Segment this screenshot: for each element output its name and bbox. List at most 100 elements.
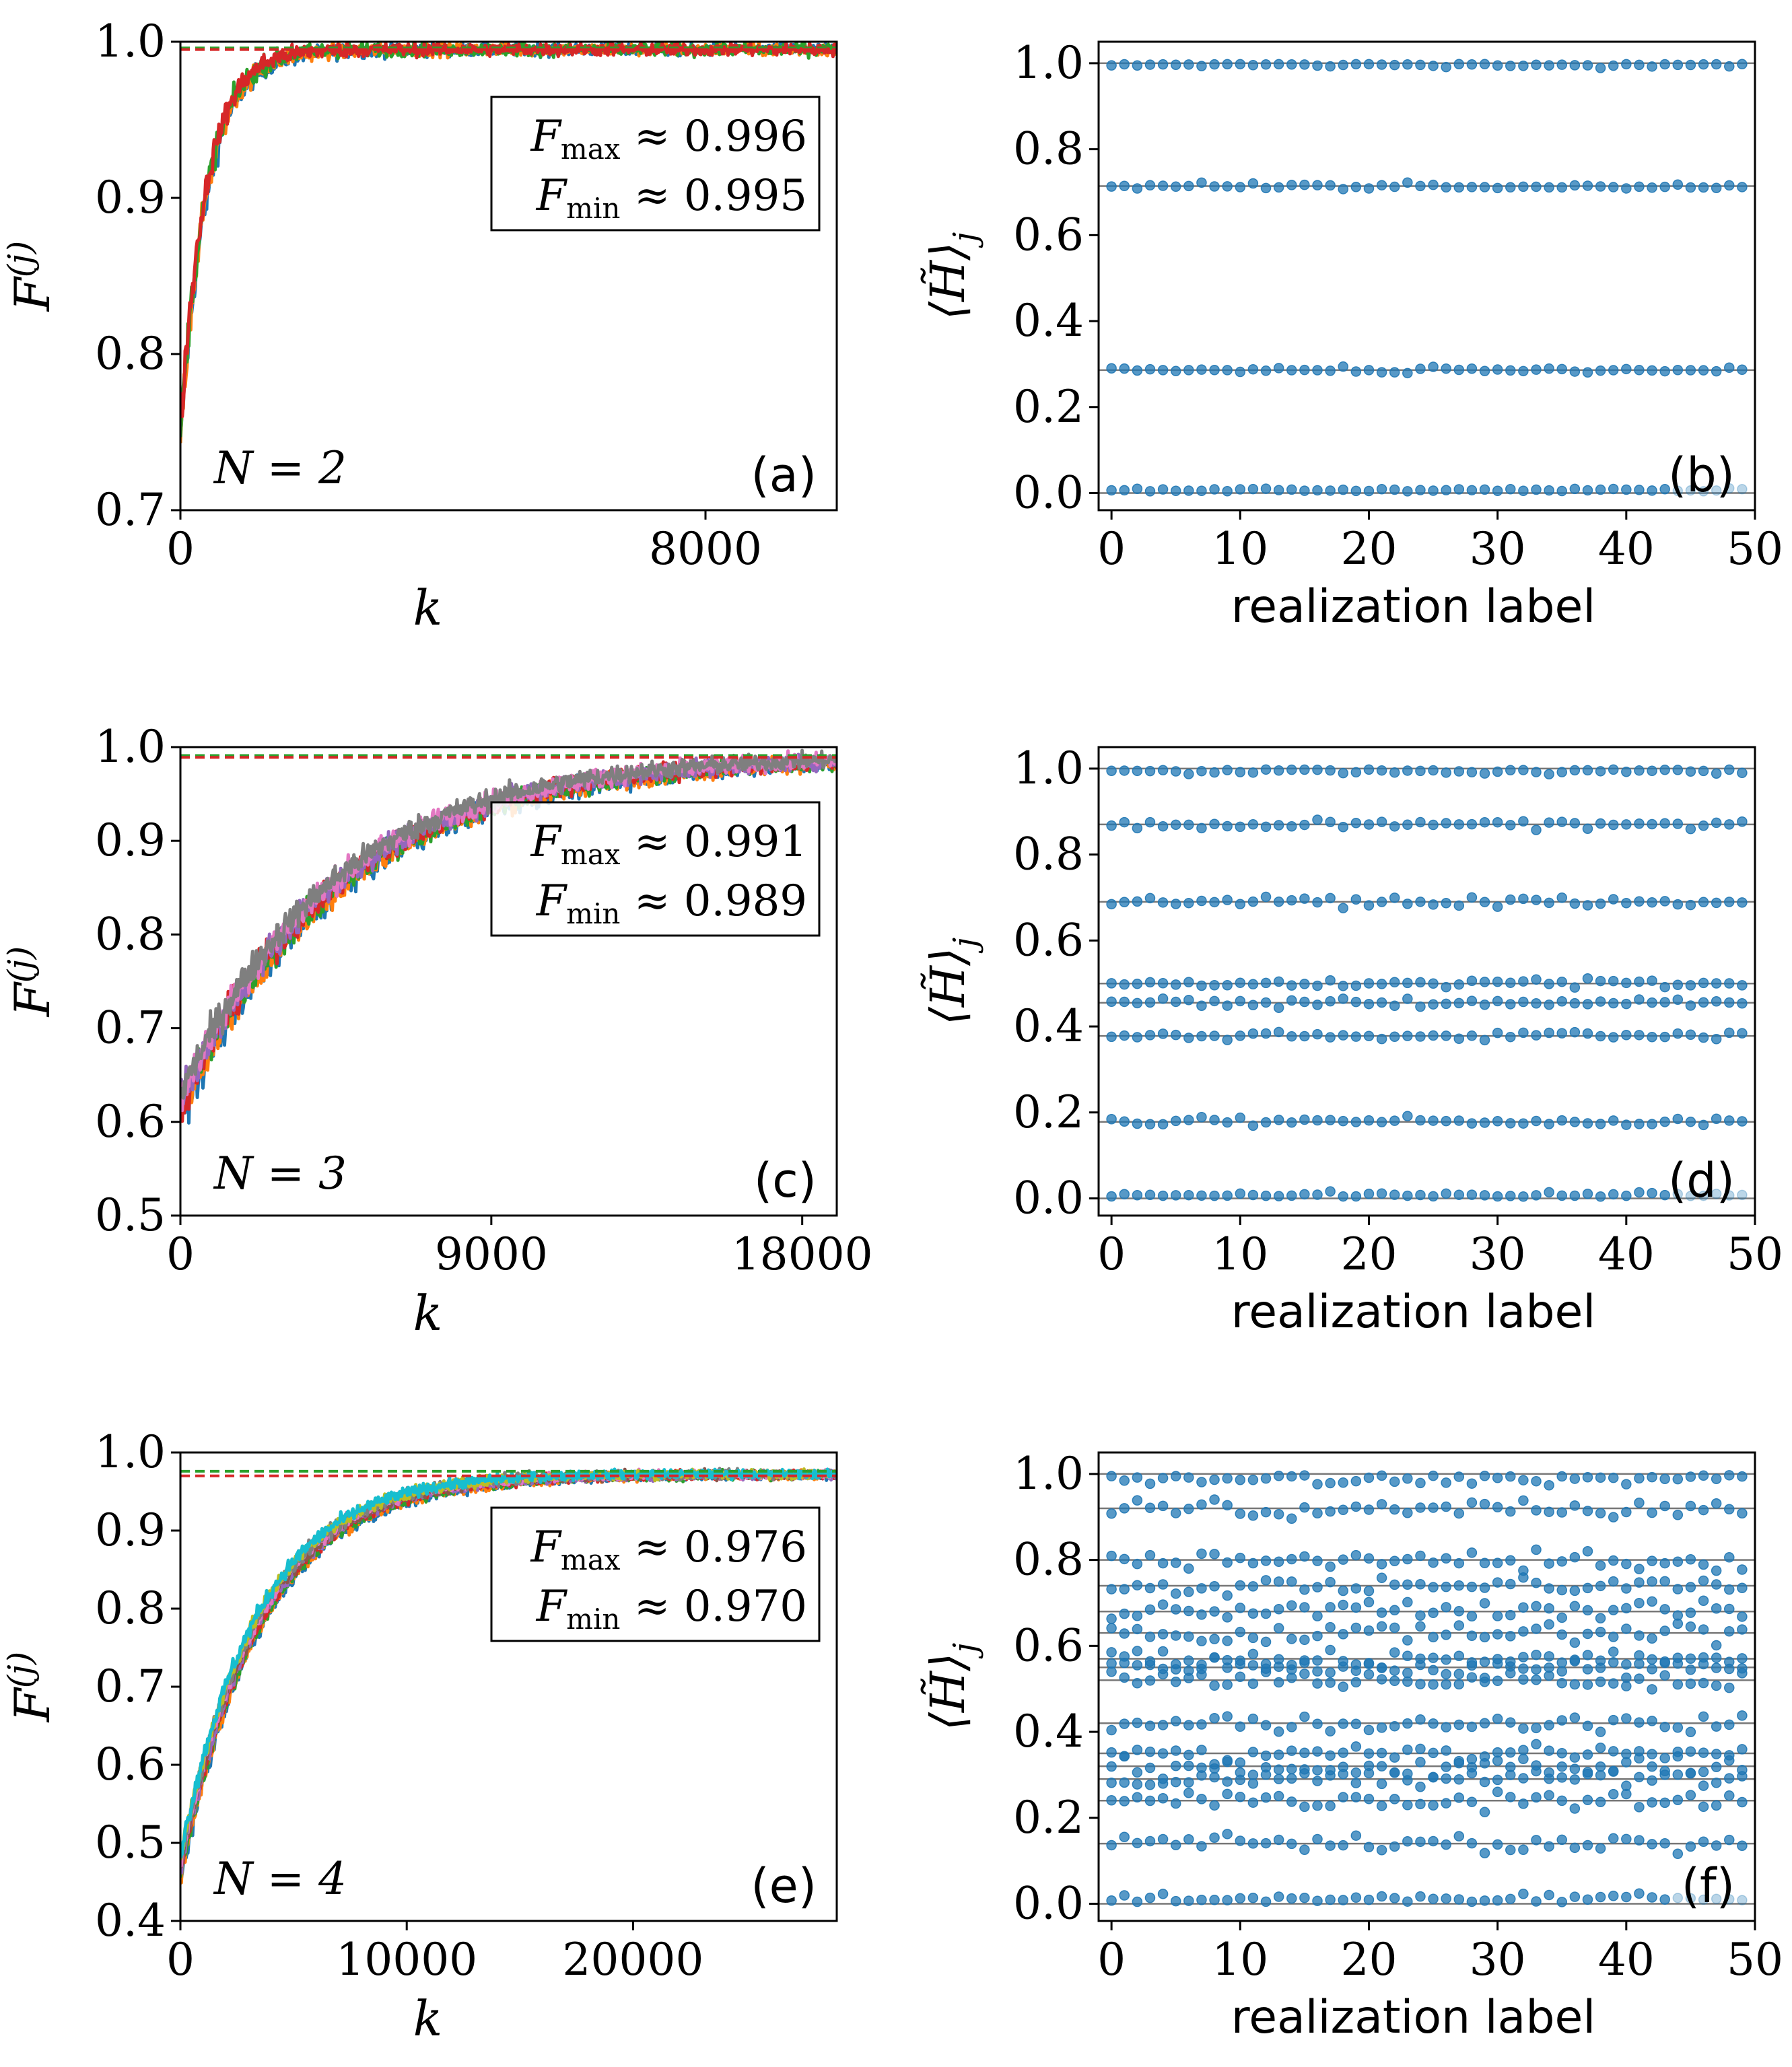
data-point [1428,1718,1439,1729]
data-point [1209,818,1220,830]
data-point [1428,1115,1439,1126]
data-point [1235,1112,1246,1123]
data-point [1466,1837,1478,1849]
data-point [1209,365,1220,376]
data-point [1569,1712,1581,1723]
data-point [1544,1603,1554,1614]
data-point [1569,1500,1581,1511]
data-point [1492,1502,1503,1513]
data-point [1518,1663,1529,1674]
data-point [1132,1678,1143,1689]
data-point [1209,1549,1220,1560]
data-point [1724,1682,1735,1693]
data-point [1376,1188,1387,1199]
data-point [1273,1509,1284,1520]
data-point [1389,1665,1400,1676]
data-point [1286,1117,1297,1128]
data-point [1325,816,1336,827]
data-point [1363,764,1375,775]
data-point [1672,1584,1684,1595]
data-point [1659,1576,1670,1587]
data-point [1338,361,1348,372]
data-point [1170,1190,1181,1201]
data-point [1698,1780,1709,1791]
data-point [1428,1893,1439,1905]
axes-frame [179,40,838,512]
data-point [1466,892,1478,903]
data-point [1634,181,1645,192]
data-point [1453,1508,1465,1519]
data-point [1556,1507,1567,1518]
data-point [1711,1893,1722,1905]
y-axis-label: F(j) [1,1652,61,1724]
data-point [1363,998,1375,1010]
data-point [1350,182,1362,192]
data-point [1698,1595,1709,1606]
data-point [1595,1843,1606,1854]
panel-label: (a) [751,448,817,503]
annotation-box [490,801,821,937]
data-point [1402,993,1413,1004]
data-point [1299,1669,1310,1679]
data-point [1183,1787,1194,1798]
data-point [1170,1776,1181,1788]
data-point [1183,897,1194,909]
data-point [1363,1597,1375,1608]
data-point [1273,363,1284,374]
data-point [1415,1798,1426,1810]
data-point [1170,1604,1181,1615]
data-point [1634,896,1645,907]
data-point [1634,818,1645,829]
data-point [1492,1714,1503,1724]
data-point [1144,1892,1156,1903]
data-point [1621,977,1632,989]
data-point [1621,363,1632,375]
data-point [1569,1473,1581,1484]
data-point [1466,975,1478,987]
data-point [1209,1895,1220,1905]
data-point [1415,897,1426,907]
data-point [1170,485,1181,496]
data-point [1247,1660,1259,1671]
data-point [1299,1030,1310,1042]
data-point [1286,1722,1297,1732]
data-point [1338,767,1348,779]
data-point [1260,1837,1272,1849]
data-point [1325,1506,1336,1517]
data-point [1595,975,1606,987]
x-tick-label: 0 [1097,1228,1126,1280]
data-point [1647,1032,1657,1043]
x-axis-label: realization label [1231,1286,1595,1339]
data-point [1389,1031,1400,1043]
x-tick-label: 0 [166,523,195,575]
data-point [1428,999,1439,1010]
data-point [1608,1576,1619,1587]
data-point [1608,997,1619,1009]
data-point [1595,1191,1606,1202]
data-point [1338,822,1348,833]
data-point [1582,999,1593,1010]
data-point [1621,1119,1632,1130]
data-point [1312,1028,1323,1040]
data-point [1582,180,1593,191]
data-point [1325,1770,1336,1781]
data-point [1698,1624,1709,1635]
data-point [1402,486,1413,497]
data-point [1312,180,1323,190]
data-point [1222,1711,1233,1722]
data-point [1685,1678,1696,1689]
data-point [1724,1552,1735,1563]
data-point [1556,1715,1567,1726]
data-point [1196,1477,1207,1487]
data-point [1389,1000,1400,1012]
data-point [1247,1778,1259,1789]
data-point [1428,819,1439,831]
data-point [1441,767,1451,778]
data-point [1634,59,1645,71]
data-point [1659,997,1670,1008]
data-layer [1099,764,1755,1202]
data-point [1170,181,1181,192]
data-point [1492,1557,1503,1568]
data-point [1428,1772,1439,1782]
x-tick-label: 30 [1470,1228,1526,1280]
